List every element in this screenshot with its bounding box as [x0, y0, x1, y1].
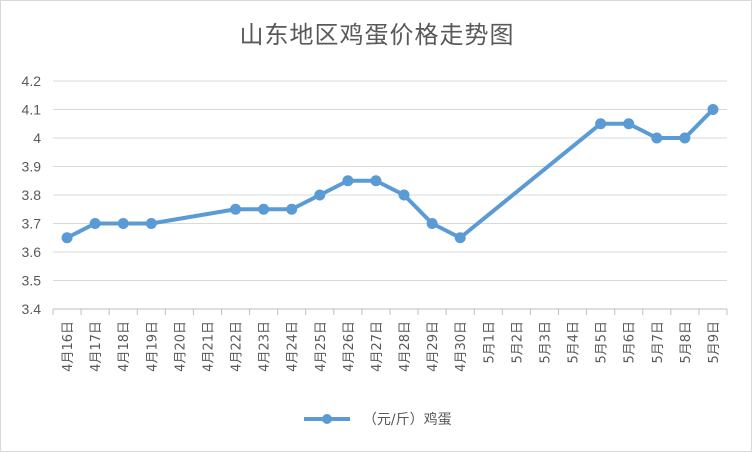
legend-marker [304, 414, 351, 424]
x-tick-label: 5月6日 [623, 321, 638, 364]
x-tick-label: 4月21日 [201, 321, 216, 372]
data-point [454, 232, 466, 244]
x-tick-label: 5月1日 [482, 321, 497, 364]
data-point [651, 132, 663, 144]
x-tick-label: 4月22日 [230, 321, 245, 372]
y-tick-label: 3.5 [22, 273, 42, 289]
x-tick-label: 4月18日 [117, 321, 132, 372]
x-tick-label: 4月24日 [286, 321, 301, 372]
data-point [230, 203, 242, 215]
data-point [398, 189, 410, 201]
data-point [707, 104, 719, 115]
y-tick-label: 3.7 [22, 216, 42, 232]
y-tick-label: 4.2 [22, 73, 42, 89]
data-point [623, 118, 635, 130]
y-tick-label: 3.8 [22, 187, 42, 203]
data-point [258, 203, 270, 215]
y-tick-label: 3.9 [22, 159, 42, 175]
data-point [342, 175, 354, 187]
x-tick-label: 4月26日 [342, 321, 357, 372]
x-tick-label: 4月30日 [454, 321, 469, 372]
x-tick-label: 4月16日 [61, 321, 76, 372]
x-tick-label: 5月8日 [679, 321, 694, 364]
data-point [145, 218, 157, 229]
y-tick-label: 3.4 [22, 301, 42, 317]
data-point [595, 118, 607, 130]
legend-label: （元/斤）鸡蛋 [362, 412, 452, 428]
x-tick-label: 4月19日 [145, 321, 160, 372]
x-tick-label: 5月5日 [595, 321, 610, 364]
y-tick-label: 3.6 [22, 244, 42, 260]
series-line [65, 107, 715, 240]
x-tick-label: 4月29日 [426, 321, 441, 372]
y-tick-label: 4.1 [22, 102, 42, 118]
data-point [117, 218, 129, 229]
x-axis: 4月16日 4月17日 4月18日 4月19日 4月20日 4月21日 4月22日 4月23日… [52, 308, 728, 372]
x-tick-label: 4月23日 [258, 321, 273, 372]
x-tick-label: 5月4日 [567, 321, 582, 364]
x-tick-label: 5月3日 [538, 321, 553, 364]
x-tick-label: 4月28日 [398, 321, 413, 372]
x-tick-label: 4月25日 [314, 321, 329, 372]
data-point [286, 203, 298, 215]
data-point [426, 218, 438, 229]
x-tick-label: 4月17日 [89, 321, 104, 372]
data-point [314, 189, 326, 201]
x-tick-label: 5月7日 [651, 321, 666, 364]
x-tick-label: 4月27日 [370, 321, 385, 372]
y-tick-label: 4 [33, 130, 41, 146]
x-tick-label: 4月20日 [173, 321, 188, 372]
gridlines [53, 80, 727, 281]
chart-title: 山东地区鸡蛋价格走势图 [239, 21, 515, 49]
legend: （元/斤）鸡蛋 [1, 409, 751, 429]
data-point [61, 232, 73, 244]
y-axis-ticks: 3.4 3.5 3.6 3.7 3.8 3.9 4 4.1 4.2 [22, 73, 42, 317]
data-point [89, 218, 101, 229]
data-point [370, 175, 382, 187]
data-point [679, 132, 691, 144]
x-tick-label: 5月9日 [707, 321, 722, 364]
x-tick-label: 5月2日 [510, 321, 525, 364]
series-layer [61, 104, 719, 244]
